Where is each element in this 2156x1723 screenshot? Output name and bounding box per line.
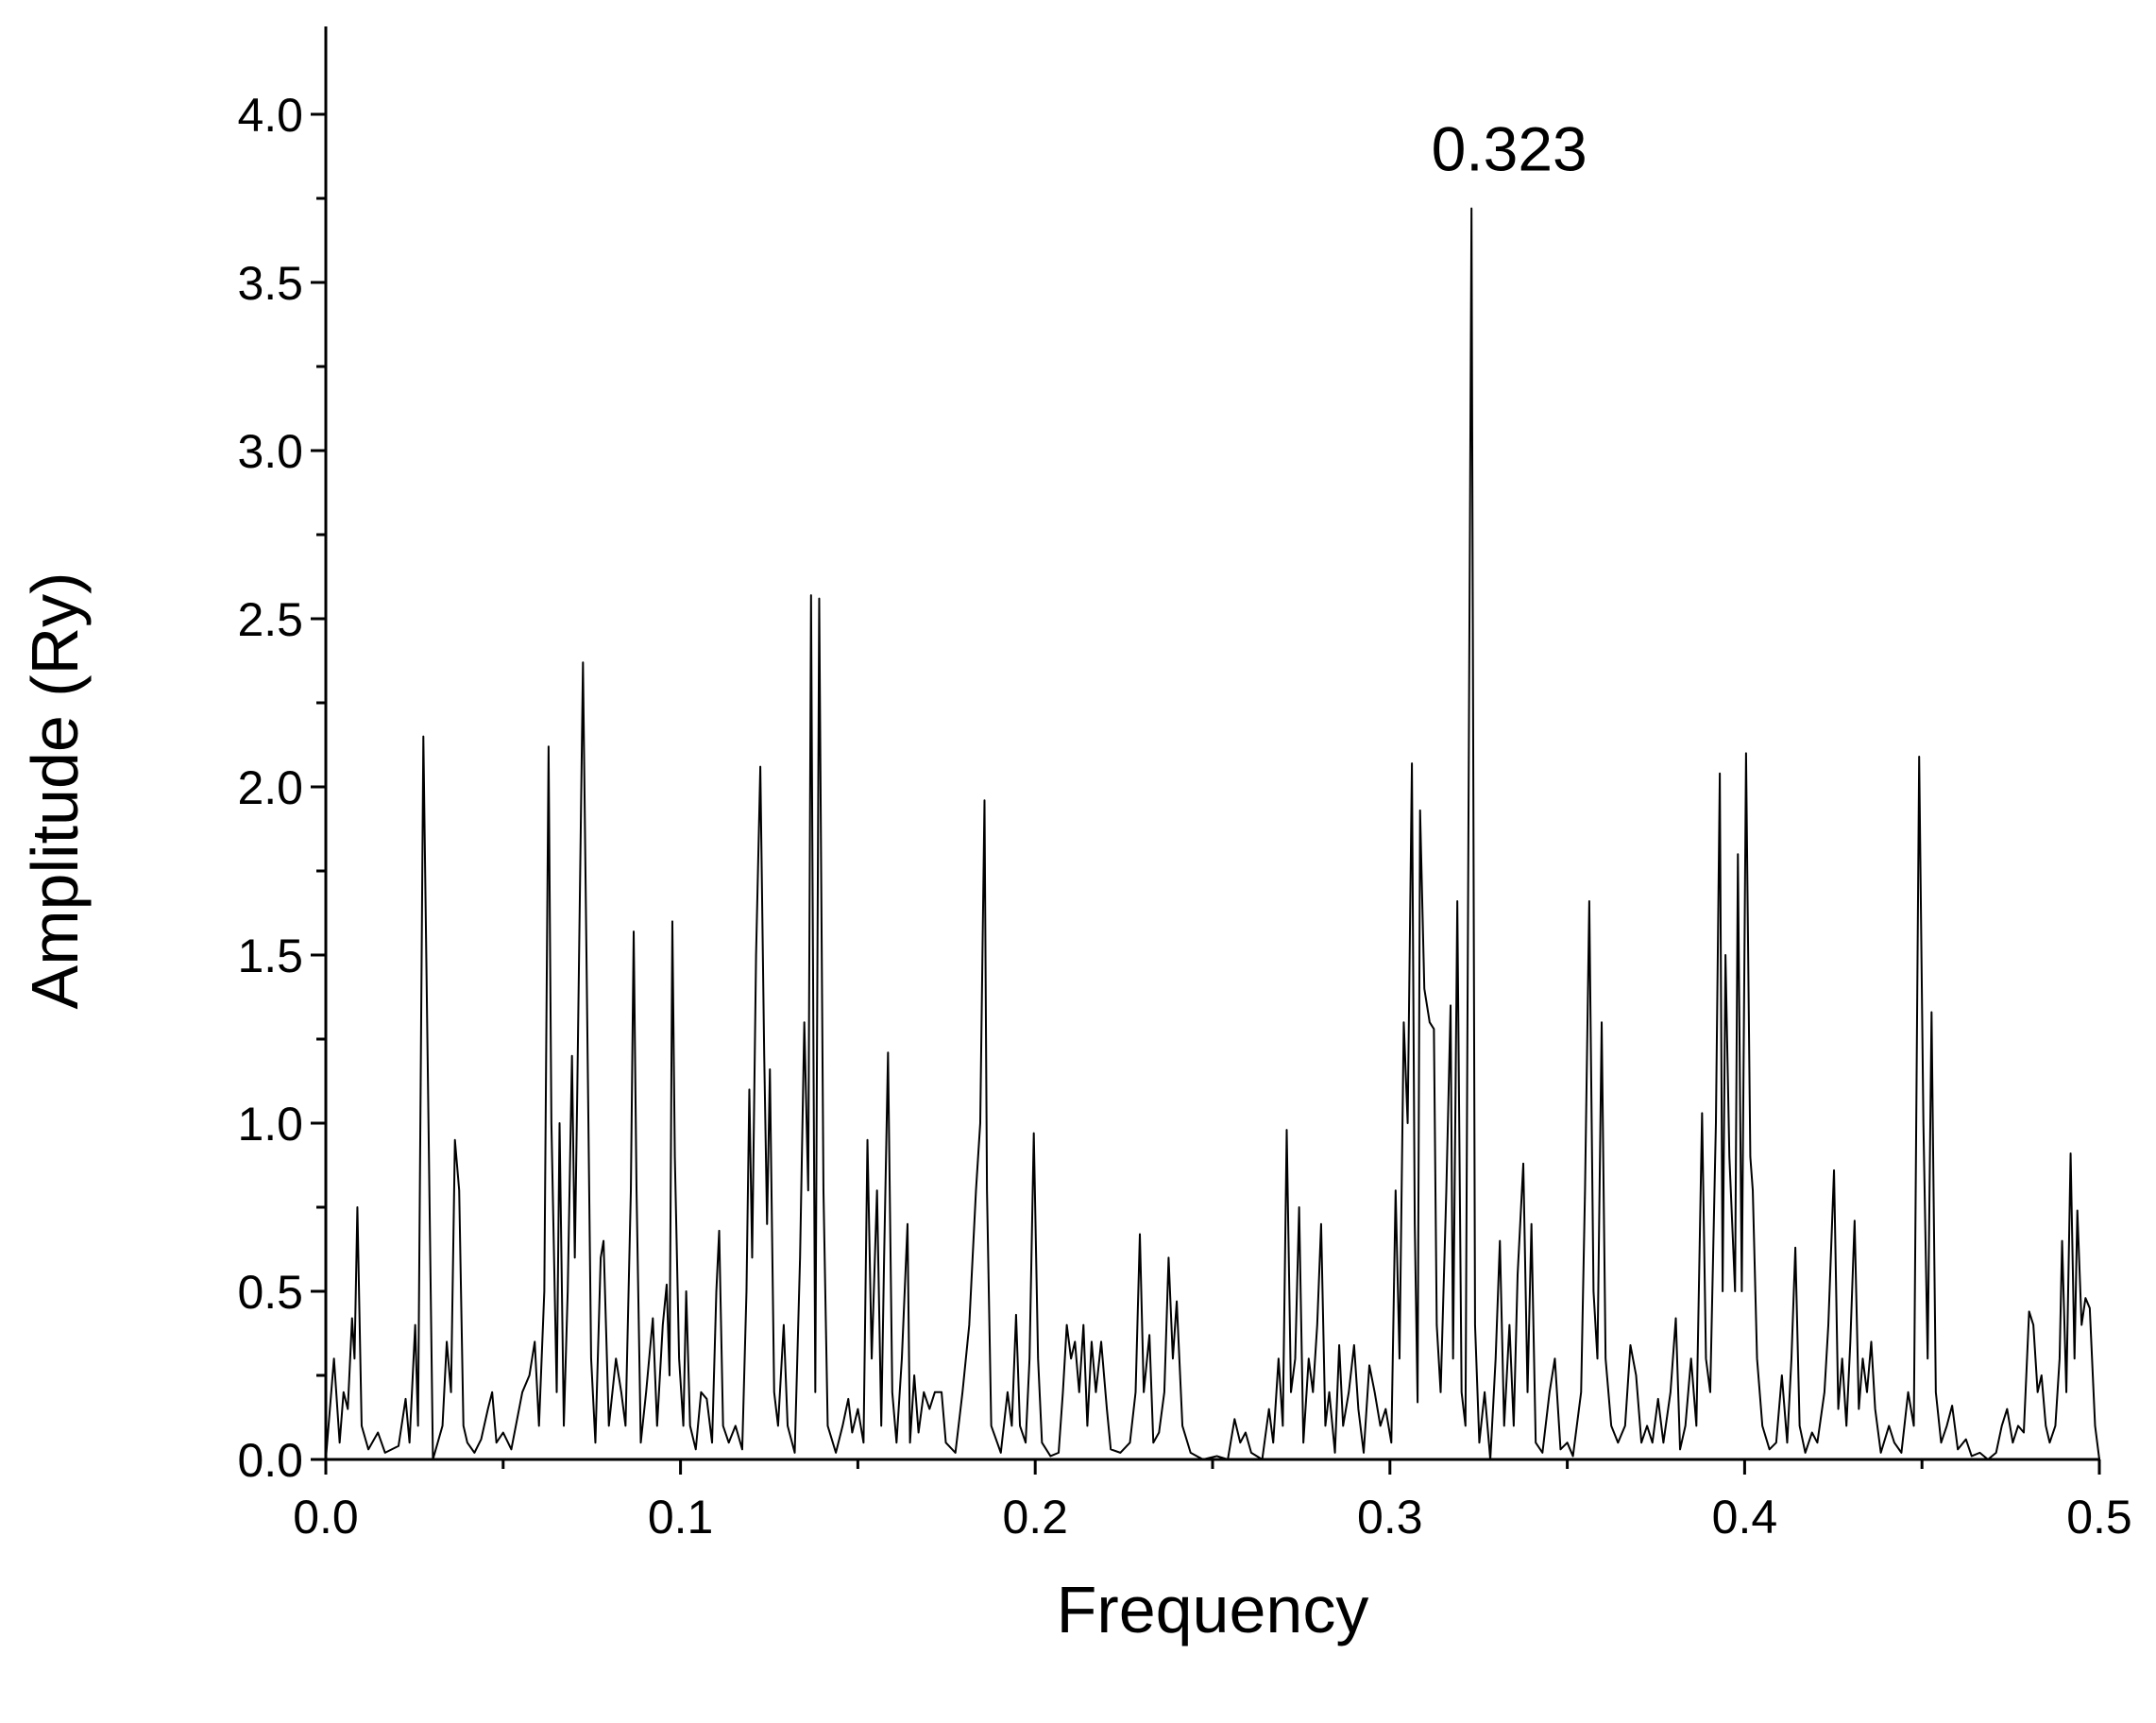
x-tick-label: 0.3 bbox=[1357, 1491, 1423, 1544]
x-tick-label: 0.0 bbox=[293, 1491, 359, 1544]
y-axis-title: Amplitude (Ry) bbox=[18, 572, 92, 1010]
x-tick-label: 0.5 bbox=[2066, 1491, 2132, 1544]
y-tick-label: 2.5 bbox=[237, 593, 303, 646]
y-tick-label: 4.0 bbox=[237, 89, 303, 142]
y-tick-label: 1.0 bbox=[237, 1098, 303, 1151]
annotation: 0.323 bbox=[1432, 114, 1587, 184]
y-tick-label: 1.5 bbox=[237, 930, 303, 982]
y-tick-label: 0.0 bbox=[237, 1434, 303, 1487]
y-tick-label: 2.0 bbox=[237, 761, 303, 814]
y-tick-label: 3.5 bbox=[237, 257, 303, 310]
x-tick-label: 0.2 bbox=[1002, 1491, 1068, 1544]
y-tick-label: 0.5 bbox=[237, 1266, 303, 1319]
spectrum-line bbox=[325, 207, 2100, 1460]
x-tick-label: 0.4 bbox=[1712, 1491, 1778, 1544]
x-axis-title: Frequency bbox=[1057, 1573, 1369, 1646]
y-tick-label: 3.0 bbox=[237, 425, 303, 478]
x-tick-label: 0.1 bbox=[648, 1491, 714, 1544]
